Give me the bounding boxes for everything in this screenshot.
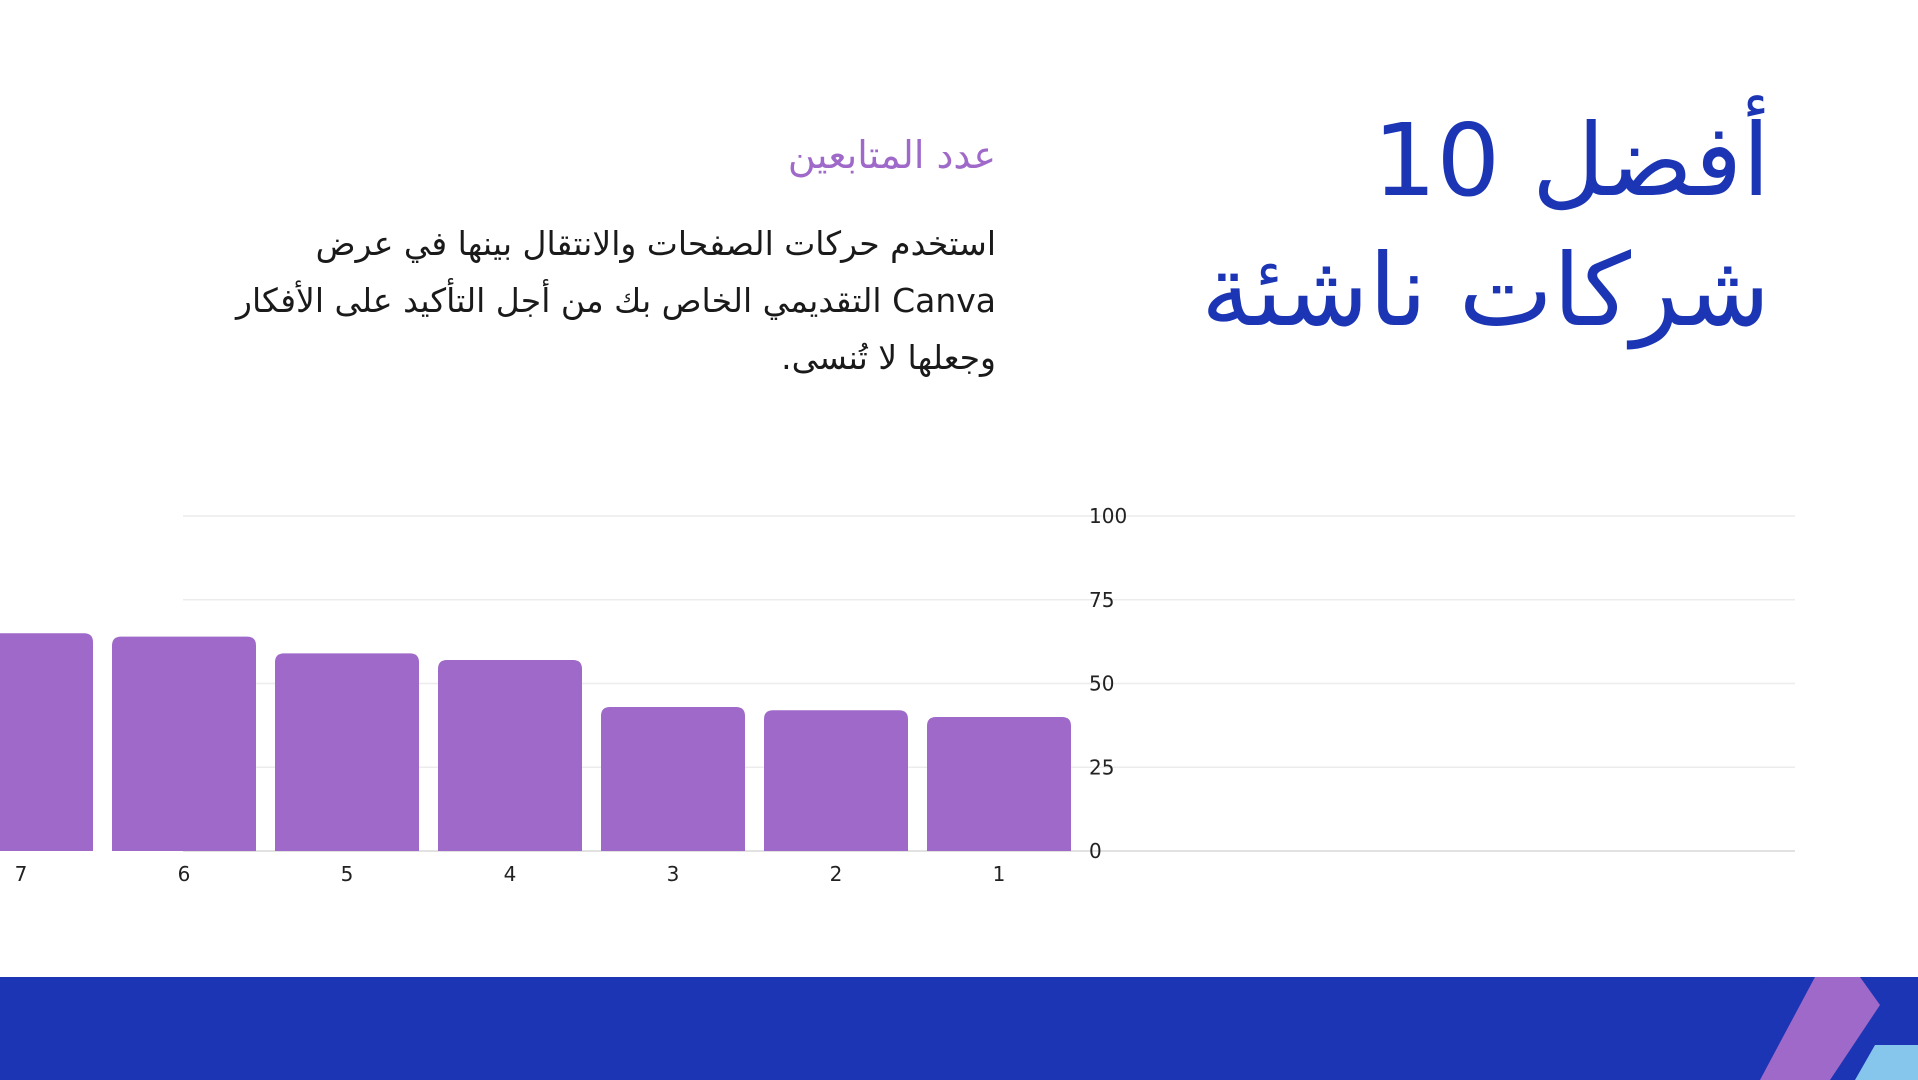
slide-title: أفضل 10 شركات ناشئة <box>1010 96 1770 356</box>
title-line-1: أفضل 10 <box>1372 102 1770 219</box>
body-line-3: وجعلها لا تُنسى. <box>781 338 996 377</box>
footer-lightblue-shape <box>1855 1045 1918 1080</box>
body-line-2: Canva التقديمي الخاص بك من أجل التأكيد ع… <box>236 281 996 320</box>
x-tick-label: 5 <box>341 862 354 886</box>
chart-bars <box>0 633 1071 851</box>
bar-1 <box>927 717 1071 851</box>
x-tick-label: 6 <box>178 862 191 886</box>
x-tick-label: 1 <box>993 862 1006 886</box>
y-tick-label: 50 <box>1089 672 1114 696</box>
bar-2 <box>764 710 908 851</box>
bar-7 <box>0 633 93 851</box>
bar-5 <box>275 653 419 851</box>
bar-6 <box>112 636 256 851</box>
x-tick-label: 3 <box>667 862 680 886</box>
y-tick-label: 0 <box>1089 839 1102 863</box>
bar-3 <box>601 706 745 851</box>
chart-subtitle: عدد المتابعين <box>787 133 996 177</box>
y-tick-label: 100 <box>1089 504 1127 528</box>
y-tick-label: 75 <box>1089 588 1114 612</box>
x-tick-label: 2 <box>830 862 843 886</box>
title-line-2: شركات ناشئة <box>1201 232 1770 349</box>
footer-blue-chevron <box>1730 977 1800 1045</box>
y-tick-label: 25 <box>1089 755 1114 779</box>
chart-labels: 0 25 50 75 100 1 2 3 4 5 6 7 <box>15 504 1128 886</box>
x-tick-label: 7 <box>15 862 28 886</box>
footer-purple-shape <box>1760 977 1880 1080</box>
body-text: استخدم حركات الصفحات والانتقال بينها في … <box>116 215 996 386</box>
footer-bar <box>0 977 1918 1080</box>
x-tick-label: 4 <box>504 862 517 886</box>
bar-chart: 0 25 50 75 100 1 2 3 4 5 6 7 <box>0 504 1795 886</box>
bar-4 <box>438 660 582 851</box>
body-line-1: استخدم حركات الصفحات والانتقال بينها في … <box>315 224 996 263</box>
